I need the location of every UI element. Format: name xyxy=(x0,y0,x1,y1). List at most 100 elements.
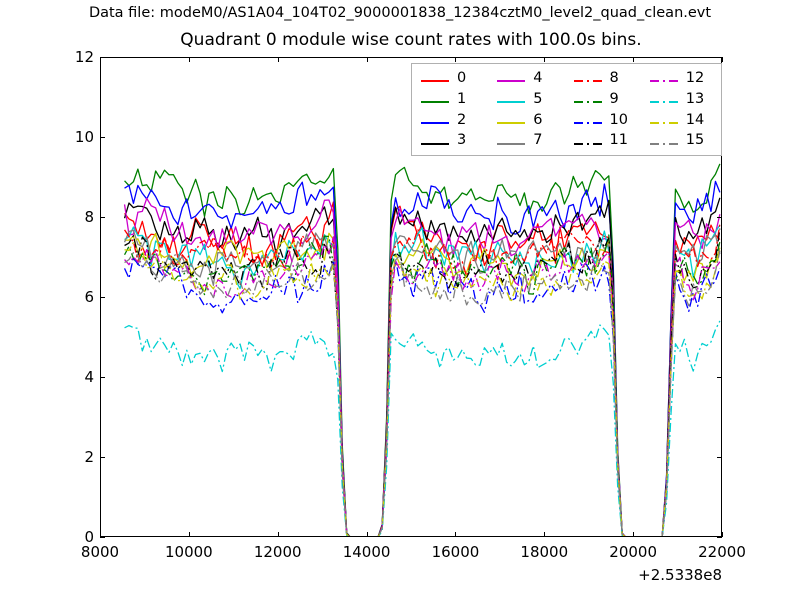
legend-entry[interactable]: 11 xyxy=(567,130,643,151)
x-axis-tick-mark-top xyxy=(722,57,723,62)
legend-entry-label: 2 xyxy=(457,111,467,128)
y-axis-tick-mark xyxy=(100,537,105,538)
legend-entry-label: 5 xyxy=(533,90,543,107)
legend-entry[interactable]: 1 xyxy=(414,89,490,110)
legend-entry[interactable]: 4 xyxy=(490,68,566,89)
legend-entry-label: 12 xyxy=(685,70,705,87)
legend-entry[interactable]: 2 xyxy=(414,110,490,131)
legend-entry[interactable]: 3 xyxy=(414,130,490,151)
y-axis-tick-label: 8 xyxy=(84,208,94,226)
page-title: Quadrant 0 module wise count rates with … xyxy=(180,30,642,50)
y-axis-tick-mark-right xyxy=(717,217,722,218)
y-axis-tick-mark xyxy=(100,137,105,138)
series-line xyxy=(124,250,721,536)
x-axis-tick-mark xyxy=(277,532,279,537)
legend-entry[interactable]: 7 xyxy=(490,130,566,151)
y-axis-tick-mark xyxy=(100,377,105,378)
legend-line-swatch xyxy=(496,93,526,105)
series-canvas xyxy=(123,163,721,536)
data-file-supertitle: Data file: modeM0/AS1A04_104T02_90000018… xyxy=(88,5,712,21)
series-line xyxy=(123,197,721,536)
series-line xyxy=(124,320,721,536)
x-axis-tick-mark-top xyxy=(100,57,101,62)
series-line xyxy=(124,223,721,536)
legend-line-swatch xyxy=(496,72,526,84)
legend-line-swatch xyxy=(496,114,526,126)
x-axis-tick-label: 10000 xyxy=(164,543,213,561)
y-axis-tick-label: 6 xyxy=(84,288,94,306)
y-axis-tick-mark-right xyxy=(717,297,722,298)
series-line xyxy=(123,197,721,536)
x-axis-tick-label: 12000 xyxy=(253,543,302,561)
y-axis-tick-label: 4 xyxy=(84,368,94,386)
legend-entry-label: 3 xyxy=(457,132,467,149)
legend-entry[interactable]: 5 xyxy=(490,89,566,110)
x-axis-tick-mark-top xyxy=(633,57,635,62)
legend-line-swatch xyxy=(649,72,679,84)
x-axis-tick-mark-top xyxy=(455,57,457,62)
x-axis-tick-mark xyxy=(544,532,546,537)
legend-line-swatch xyxy=(573,93,603,105)
legend-line-swatch xyxy=(420,114,450,126)
legend-line-swatch xyxy=(573,135,603,147)
y-axis-tick-label: 0 xyxy=(84,528,94,546)
y-axis-tick-mark xyxy=(100,57,105,58)
x-axis-tick-mark-top xyxy=(277,57,279,62)
series-line xyxy=(124,228,721,536)
legend-line-swatch xyxy=(496,135,526,147)
legend-entry-label: 10 xyxy=(609,111,628,128)
x-axis-tick-mark xyxy=(188,532,190,537)
legend-entry[interactable]: 8 xyxy=(567,68,643,89)
legend-entry-label: 7 xyxy=(533,132,543,149)
y-axis-tick-mark xyxy=(100,297,105,298)
legend-entry[interactable]: 13 xyxy=(643,89,719,110)
legend-entry[interactable]: 14 xyxy=(643,110,719,131)
x-axis-tick-label: 18000 xyxy=(520,543,569,561)
legend-entry-label: 15 xyxy=(685,132,705,149)
legend-line-swatch xyxy=(573,114,603,126)
legend-entry-label: 1 xyxy=(457,90,467,107)
x-axis-offset-text: +2.5338e8 xyxy=(638,566,722,584)
legend-entry[interactable]: 6 xyxy=(490,110,566,131)
legend: 0 1 2 3 4 5 6 7 8 9 10 11 12 13 14 15 xyxy=(411,63,722,156)
x-axis-tick-mark xyxy=(455,532,457,537)
legend-line-swatch xyxy=(649,93,679,105)
legend-line-swatch xyxy=(420,93,450,105)
x-axis-tick-mark xyxy=(722,532,723,537)
legend-line-swatch xyxy=(420,72,450,84)
legend-line-swatch xyxy=(649,114,679,126)
y-axis-tick-mark-right xyxy=(717,457,722,458)
x-axis-tick-mark-top xyxy=(366,57,368,62)
y-axis-tick-label: 2 xyxy=(84,448,94,466)
legend-entry-label: 8 xyxy=(609,70,619,87)
x-axis-tick-mark-top xyxy=(544,57,546,62)
y-axis-tick-mark-right xyxy=(717,57,722,58)
y-axis-tick-mark-right xyxy=(717,537,722,538)
x-axis-tick-mark xyxy=(366,532,368,537)
x-axis-tick-label: 22000 xyxy=(698,543,746,561)
legend-entry[interactable]: 9 xyxy=(567,89,643,110)
legend-line-swatch xyxy=(649,135,679,147)
x-axis-tick-label: 20000 xyxy=(609,543,657,561)
x-axis-tick-mark xyxy=(633,532,635,537)
legend-entry-label: 0 xyxy=(457,70,467,87)
legend-entry-label: 4 xyxy=(533,70,543,87)
legend-line-swatch xyxy=(573,72,603,84)
series-line xyxy=(123,256,721,536)
y-axis-tick-label: 12 xyxy=(74,48,94,66)
legend-entry-label: 13 xyxy=(685,90,705,107)
x-axis-tick-label: 8000 xyxy=(80,543,120,561)
legend-entry-label: 6 xyxy=(533,111,543,128)
legend-grid: 0 1 2 3 4 5 6 7 8 9 10 11 12 13 14 15 xyxy=(414,68,719,151)
legend-entry[interactable]: 10 xyxy=(567,110,643,131)
y-axis-tick-label: 10 xyxy=(74,128,94,146)
legend-entry[interactable]: 15 xyxy=(643,130,719,151)
y-axis-tick-mark xyxy=(100,217,105,218)
legend-entry[interactable]: 12 xyxy=(643,68,719,89)
legend-entry-label: 11 xyxy=(609,132,628,149)
x-axis-tick-mark xyxy=(100,532,101,537)
legend-entry[interactable]: 0 xyxy=(414,68,490,89)
legend-entry-label: 9 xyxy=(609,90,619,107)
y-axis-tick-mark xyxy=(100,457,105,458)
